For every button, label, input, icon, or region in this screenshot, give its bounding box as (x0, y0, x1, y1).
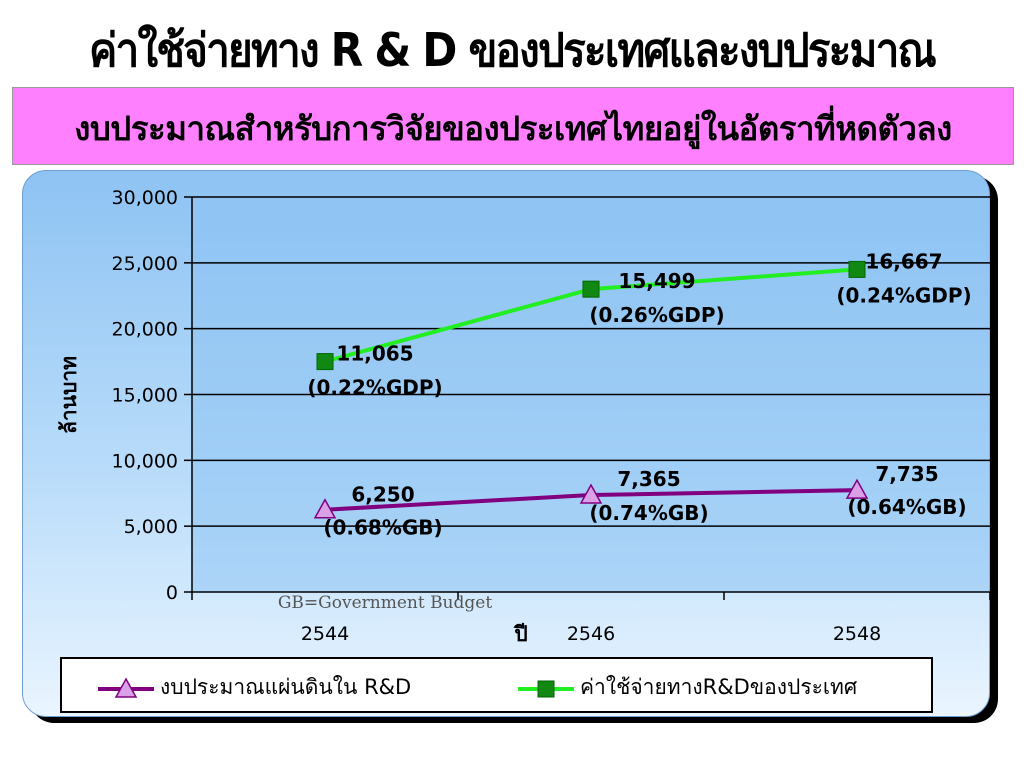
data-label-value: 7,735 (875, 462, 938, 486)
data-label-value: 11,065 (336, 342, 413, 366)
y-axis-label: ล้านบาท (57, 356, 81, 434)
data-point-triangle (313, 498, 337, 519)
x-tick-label: 2546 (567, 623, 615, 645)
slide-title: ค่าใช้จ่ายทาง R & D ของประเทศและงบประมาณ (89, 23, 937, 77)
banner-text: งบประมาณสำหรับการวิจัยของประเทศไทยอยู่ใน… (74, 109, 952, 148)
y-tick-label: 20,000 (112, 319, 178, 341)
data-label-percent: (0.64%GB) (847, 495, 966, 519)
data-point-square (316, 353, 334, 371)
y-tick-label: 5,000 (124, 516, 178, 538)
y-tick-label: 10,000 (112, 450, 178, 472)
y-tick-label: 0 (166, 582, 178, 604)
data-label-value: 7,365 (617, 467, 680, 491)
data-point-triangle (579, 483, 603, 504)
x-tick-label: 2544 (301, 623, 349, 645)
y-tick-label: 30,000 (112, 187, 178, 209)
data-label-value: 6,250 (351, 483, 414, 507)
legend-triangle-marker-icon (98, 676, 154, 698)
y-tick-label: 25,000 (112, 253, 178, 275)
data-label-percent: (0.68%GB) (323, 516, 442, 540)
annotation-gb: GB=Government Budget (278, 593, 493, 613)
data-label-value: 16,667 (865, 249, 942, 273)
data-label-value: 15,499 (618, 269, 695, 293)
x-tick-label: 2548 (833, 623, 881, 645)
legend-square-marker-icon (518, 680, 574, 697)
legend-label-expenditure: ค่าใช้จ่ายทางR&Dของประเทศ (580, 675, 858, 699)
legend-item-budget: งบประมาณแผ่นดินใน R&D (96, 671, 411, 704)
data-label-percent: (0.74%GB) (589, 501, 708, 525)
y-tick-label: 15,000 (112, 385, 178, 407)
data-label-percent: (0.26%GDP) (589, 303, 724, 327)
data-point-triangle (845, 478, 869, 499)
data-point-square (848, 260, 866, 278)
legend-label-budget: งบประมาณแผ่นดินใน R&D (160, 675, 412, 699)
subtitle-banner: งบประมาณสำหรับการวิจัยของประเทศไทยอยู่ใน… (12, 87, 1014, 165)
legend-item-expenditure: ค่าใช้จ่ายทางR&Dของประเทศ (516, 671, 857, 704)
data-label-percent: (0.22%GDP) (307, 376, 442, 400)
chart-legend: งบประมาณแผ่นดินใน R&D ค่าใช้จ่ายทางR&Dขอ… (60, 657, 933, 713)
data-point-square (582, 280, 600, 298)
x-axis-label: ปี (513, 622, 528, 646)
data-label-percent: (0.24%GDP) (836, 283, 971, 307)
